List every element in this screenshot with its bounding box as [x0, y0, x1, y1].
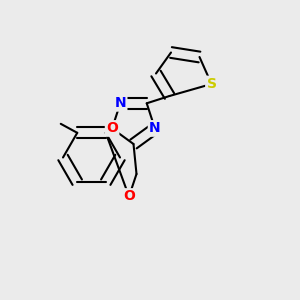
Text: O: O: [106, 122, 118, 136]
Text: O: O: [123, 190, 135, 203]
Text: N: N: [115, 96, 126, 110]
Text: S: S: [206, 77, 217, 91]
Text: N: N: [149, 122, 161, 136]
